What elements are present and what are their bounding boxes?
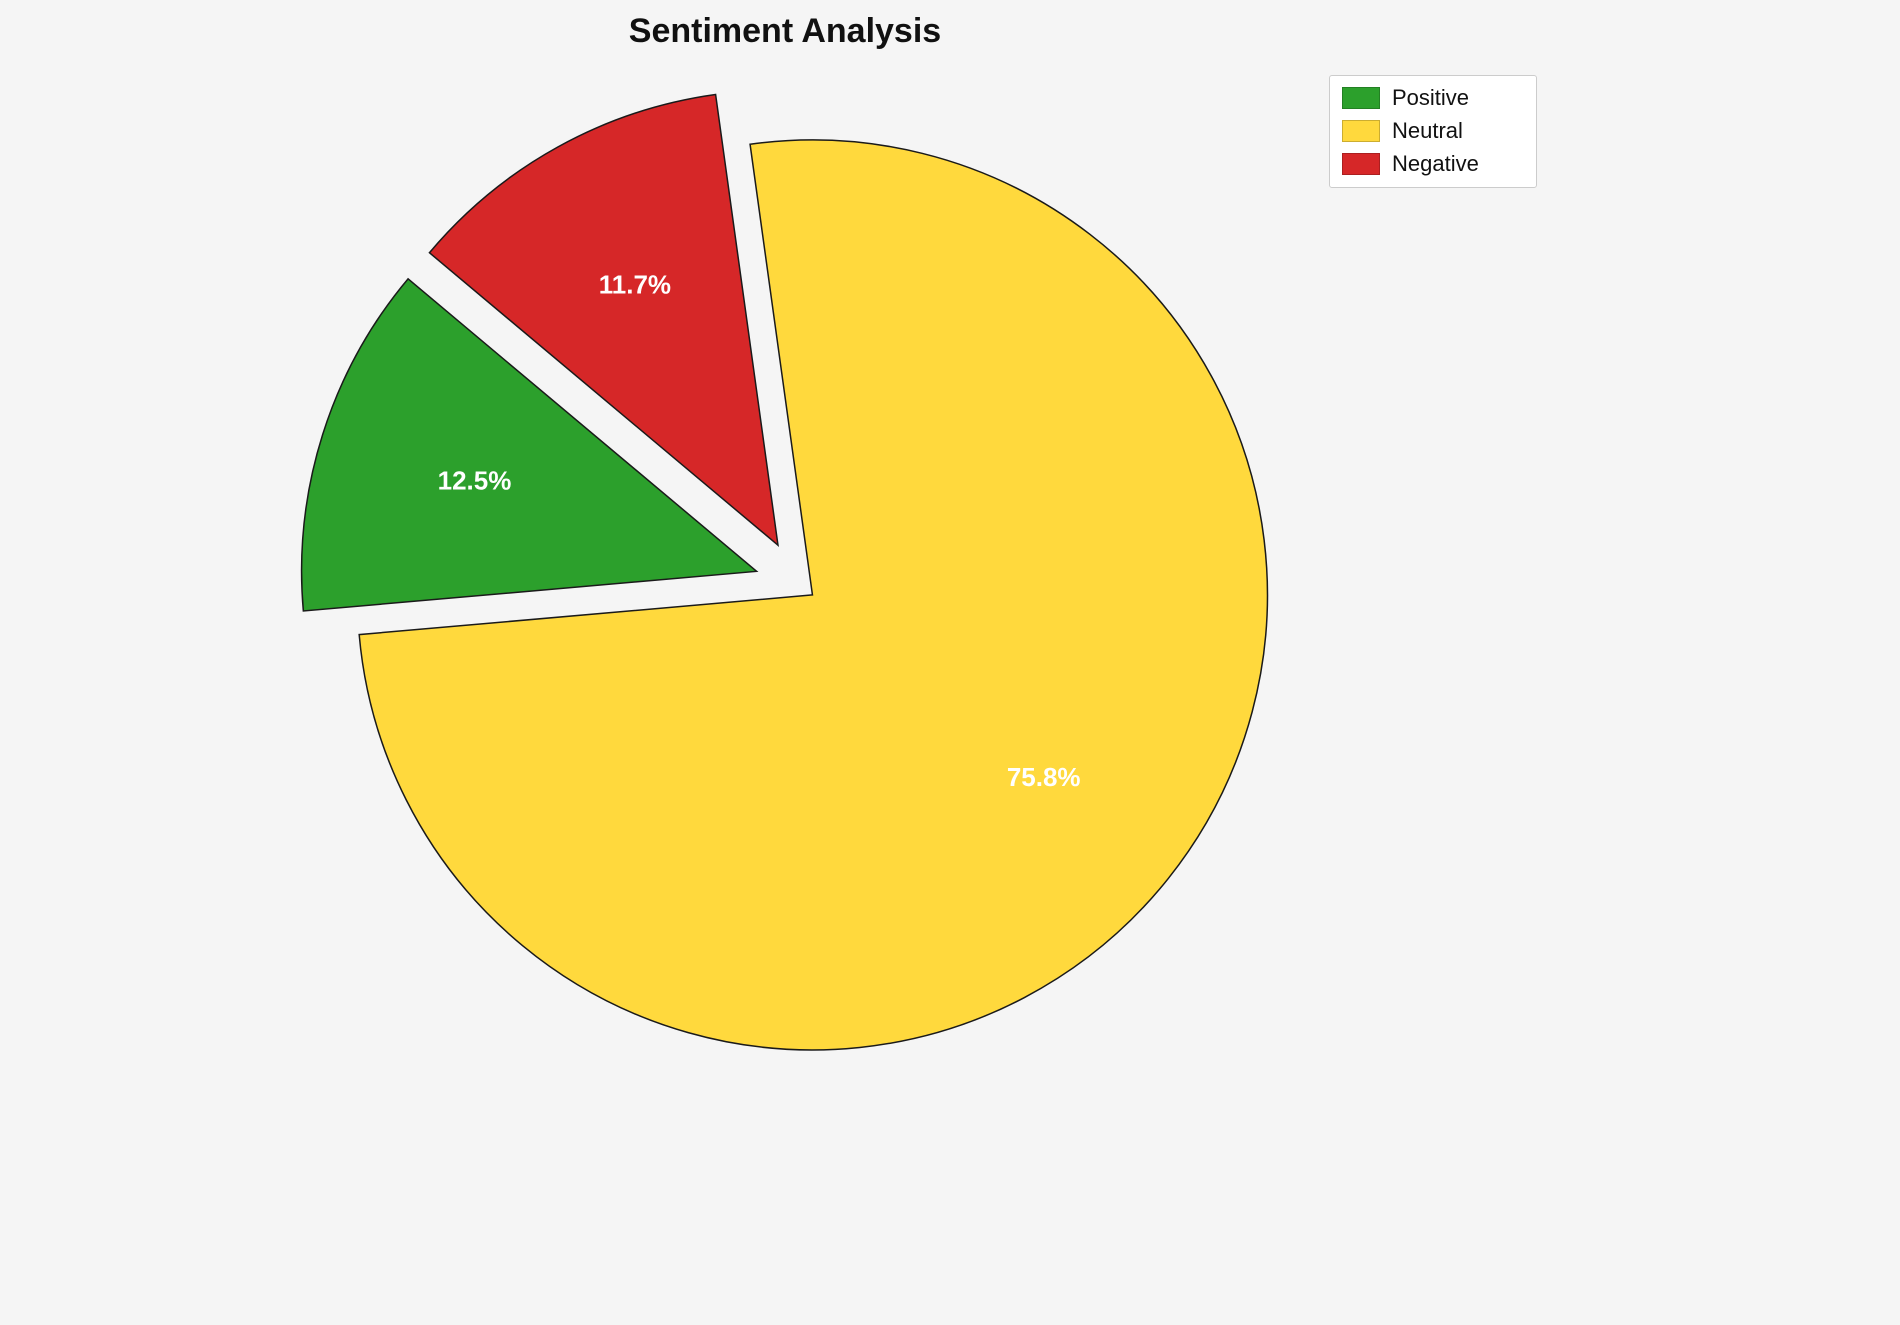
legend-label-negative: Negative	[1392, 151, 1479, 177]
pie-label-negative: 11.7%	[599, 269, 671, 299]
legend-item-neutral: Neutral	[1342, 118, 1524, 144]
pie-label-neutral: 75.8%	[1007, 762, 1081, 792]
pie-slice-negative	[428, 93, 779, 548]
legend-swatch-neutral	[1342, 120, 1380, 143]
pie-slice-neutral	[358, 139, 1269, 1051]
legend-item-negative: Negative	[1342, 152, 1524, 176]
chart-title: Sentiment Analysis	[628, 12, 942, 50]
legend-swatch-positive	[1342, 87, 1380, 110]
legend-label-positive: Positive	[1392, 85, 1470, 110]
legend: Positive Neutral Negative	[1329, 75, 1537, 188]
legend-item-positive: Positive	[1342, 85, 1524, 110]
pie-slice-positive	[300, 277, 759, 612]
legend-swatch-negative	[1342, 153, 1380, 176]
pie-label-positive: 12.5%	[438, 465, 512, 495]
legend-label-neutral: Neutral	[1392, 118, 1463, 144]
